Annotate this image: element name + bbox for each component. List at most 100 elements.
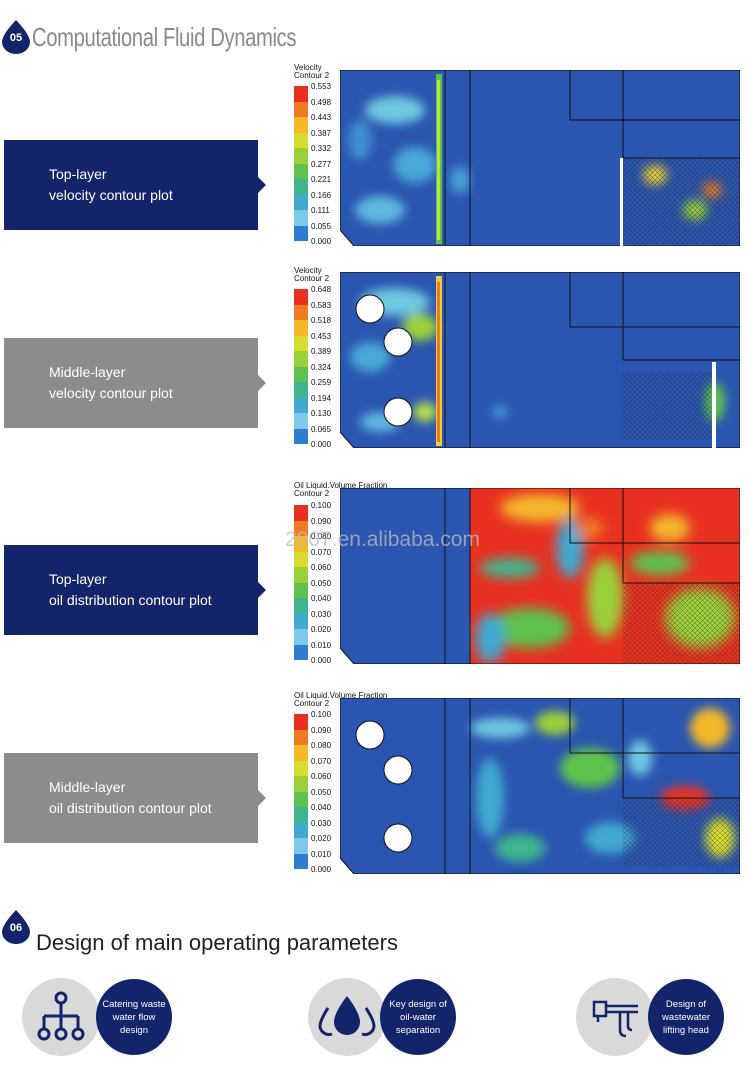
legend-tick-label: 0.111 <box>311 206 330 215</box>
legend-tick-label: 0.065 <box>311 424 332 434</box>
legend-tick-label: 0.518 <box>311 316 332 325</box>
legend-tick-label: 0.443 <box>311 113 332 122</box>
section-05-badge: 05 <box>2 20 30 54</box>
legend-tick-label: 0.080 <box>311 741 332 750</box>
section-05-title: Computational Fluid Dynamics <box>32 22 297 52</box>
legend-tick-label: 0.020 <box>311 834 332 843</box>
legend-swatch <box>294 117 308 133</box>
panel-1-label: Top-layer velocity contour plot <box>4 140 266 230</box>
legend-tick-label: 0.324 <box>311 362 332 372</box>
legend-swatch <box>294 598 308 614</box>
legend-swatch <box>294 86 308 102</box>
feature-1-icon-circle <box>22 978 100 1056</box>
feature-3-icon-circle <box>576 978 654 1056</box>
flow-network-icon <box>37 991 85 1041</box>
legend-swatch <box>294 210 308 226</box>
legend-swatch <box>294 853 308 869</box>
legend-2-colorbar <box>294 289 308 444</box>
legend-swatch <box>294 320 308 336</box>
legend-swatch <box>294 289 308 305</box>
legend-tick-label: 0.221 <box>311 175 332 184</box>
velocity-middle-plot <box>340 272 740 448</box>
legend-tick-label: 0.000 <box>311 656 332 665</box>
legend-tick-label: 0.090 <box>311 516 332 526</box>
legend-2-ticks: 0.648 0.583 0.518 0.453 0.389 0.324 0.259 0.194… <box>311 285 332 460</box>
legend-tick-label: 0.583 <box>311 300 332 310</box>
legend-tick-label: 0.055 <box>311 221 332 231</box>
legend-tick-label: 0.060 <box>311 563 332 572</box>
legend-tick-label: 0.050 <box>311 787 332 797</box>
legend-swatch <box>294 225 308 241</box>
legend-swatch <box>294 582 308 598</box>
legend-3-colorbar <box>294 505 308 660</box>
feature-3-text: Design of wastewater lifting head <box>648 979 724 1055</box>
legend-swatch <box>294 304 308 320</box>
feature-2-icon-circle <box>308 978 386 1056</box>
legend-tick-label: 0.070 <box>311 756 332 766</box>
legend-tick-label: 0.050 <box>311 578 332 588</box>
legend-swatch <box>294 382 308 398</box>
panel-4-label: Middle-layer oil distribution contour plo… <box>4 753 266 843</box>
legend-swatch <box>294 148 308 164</box>
legend-tick-label: 0.030 <box>311 609 332 619</box>
legend-swatch <box>294 776 308 792</box>
legend-swatch <box>294 745 308 761</box>
legend-swatch <box>294 132 308 148</box>
feature-2-text: Key design of oil-water separation <box>380 979 456 1055</box>
section-06-badge: 06 <box>2 910 30 944</box>
legend-tick-label: 0.070 <box>311 547 332 557</box>
legend-tick-label: 0.020 <box>311 625 332 634</box>
legend-swatch <box>294 101 308 117</box>
legend-tick-label: 0.000 <box>311 440 332 449</box>
legend-tick-label: 0.194 <box>311 393 332 403</box>
legend-swatch <box>294 428 308 444</box>
legend-swatch <box>294 644 308 660</box>
legend-4-ticks: 0.100 0.090 0.080 0.070 0.060 0.050 0.040 0.030… <box>311 710 332 885</box>
legend-tick-label: 0.060 <box>311 772 332 781</box>
legend-swatch <box>294 613 308 629</box>
legend-tick-label: 0.010 <box>311 849 332 859</box>
legend-tick-label: 0.332 <box>311 144 332 153</box>
legend-3-title: Oil Liquid.Volume Fraction Contour 2 <box>294 481 388 498</box>
legend-tick-label: 0.453 <box>311 331 332 341</box>
legend-swatch <box>294 567 308 583</box>
legend-4-colorbar <box>294 714 308 869</box>
legend-4-title: Oil Liquid.Volume Fraction Contour 2 <box>294 691 388 708</box>
legend-swatch <box>294 163 308 179</box>
legend-tick-label: 0.000 <box>311 237 332 246</box>
legend-swatch <box>294 729 308 745</box>
legend-swatch <box>294 760 308 776</box>
legend-swatch <box>294 791 308 807</box>
water-drops-icon <box>318 996 376 1036</box>
section-06-number: 06 <box>9 922 23 934</box>
legend-tick-label: 0.498 <box>311 97 332 107</box>
feature-1-text: Catering waste water flow design <box>96 979 172 1055</box>
legend-tick-label: 0.010 <box>311 640 332 650</box>
legend-2-title: Velocity Contour 2 <box>294 266 330 283</box>
panel-3-label: Top-layer oil distribution contour plot <box>4 545 266 635</box>
legend-tick-label: 0.040 <box>311 594 332 603</box>
legend-swatch <box>294 397 308 413</box>
oil-top-plot <box>340 488 740 664</box>
legend-swatch <box>294 714 308 730</box>
legend-swatch <box>294 366 308 382</box>
legend-swatch <box>294 520 308 536</box>
legend-tick-label: 0.000 <box>311 865 332 874</box>
panel-2-label: Middle-layer velocity contour plot <box>4 338 266 428</box>
legend-tick-label: 0.277 <box>311 159 332 169</box>
legend-swatch <box>294 629 308 645</box>
legend-tick-label: 0.100 <box>311 710 332 719</box>
section-05-number: 05 <box>9 32 23 44</box>
legend-tick-label: 0.030 <box>311 818 332 828</box>
section-06-title: Design of main operating parameters <box>36 930 398 955</box>
legend-swatch <box>294 536 308 552</box>
legend-3-ticks: 0.100 0.090 0.080 0.070 0.060 0.050 0.040 0.030… <box>311 501 332 676</box>
legend-swatch <box>294 551 308 567</box>
legend-tick-label: 0.389 <box>311 347 332 356</box>
legend-1-colorbar <box>294 86 308 241</box>
legend-swatch <box>294 838 308 854</box>
legend-tick-label: 0.553 <box>311 82 332 91</box>
legend-tick-label: 0.080 <box>311 532 332 541</box>
watermark: 2007.en.alibaba.com <box>285 528 480 551</box>
velocity-top-plot <box>340 70 740 246</box>
